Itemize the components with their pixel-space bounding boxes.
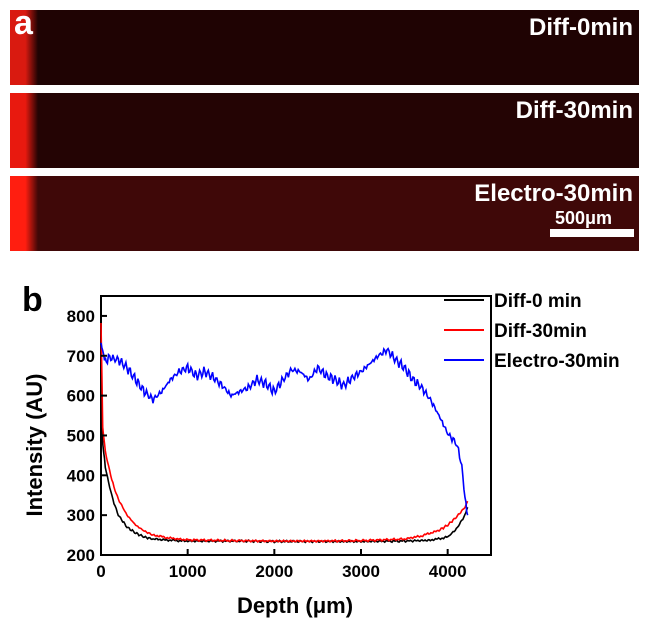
panel-b-letter: b — [22, 281, 43, 319]
y-tick-label: 400 — [67, 466, 95, 485]
panel-a-letter: a — [14, 4, 33, 42]
series-layer — [100, 322, 469, 544]
x-axis-label: Depth (μm) — [237, 593, 353, 618]
y-tick-label: 800 — [67, 307, 95, 326]
y-tick-label: 600 — [67, 387, 95, 406]
plot-area-border — [100, 295, 492, 556]
plot-frame — [100, 295, 492, 556]
x-tick-label: 3000 — [342, 562, 380, 581]
series-line-diff-30min — [100, 322, 469, 543]
scale-bar-label: 500μm — [555, 208, 613, 228]
x-tick-label: 1000 — [169, 562, 207, 581]
series-line-electro-30min — [100, 342, 469, 516]
x-tick-label: 4000 — [429, 562, 467, 581]
strip-label: Diff-30min — [515, 97, 633, 124]
strip-background — [10, 93, 639, 168]
strip-background — [10, 176, 639, 251]
legend-label: Electro-30min — [494, 351, 620, 372]
strip-diff-0min: Diff-0min — [10, 10, 639, 85]
x-tick-label: 2000 — [255, 562, 293, 581]
strip-label: Diff-0min — [529, 14, 633, 41]
legend: Diff-0 min Diff-30min Electro-30min — [444, 291, 620, 372]
strip-electro-30min: Electro-30min 500μm — [10, 176, 639, 251]
legend-label: Diff-0 min — [494, 291, 582, 312]
y-tick-label: 500 — [67, 426, 95, 445]
y-axis-label: Intensity (AU) — [22, 374, 47, 517]
y-tick-label: 200 — [67, 546, 95, 565]
scale-bar — [550, 229, 634, 237]
strip-diff-30min: Diff-30min — [10, 93, 639, 168]
strip-background — [10, 10, 639, 85]
series-line-diff-0-min — [100, 379, 469, 544]
y-tick-label: 300 — [67, 506, 95, 525]
strip-fluorescent-edge — [10, 10, 38, 85]
intensity-line-chart: 0 1000 2000 3000 4000 200 300 400 500 600 700 800 D… — [22, 291, 620, 618]
axis-layer: 0 1000 2000 3000 4000 200 300 400 500 600 700 800 — [67, 307, 467, 581]
legend-label: Diff-30min — [494, 321, 587, 342]
strip-fluorescent-edge — [10, 93, 38, 168]
y-tick-label: 700 — [67, 347, 95, 366]
strip-fluorescent-edge — [10, 176, 38, 251]
x-tick-label: 0 — [96, 562, 105, 581]
strip-label: Electro-30min — [474, 180, 633, 207]
